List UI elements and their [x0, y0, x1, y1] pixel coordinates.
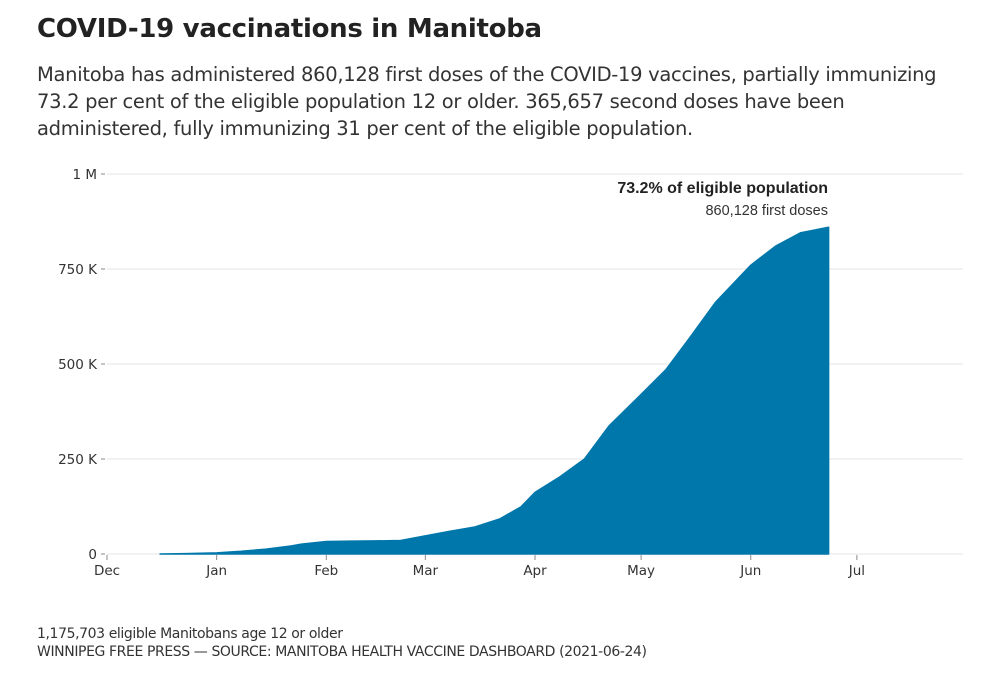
y-axis: 0 250 K 500 K 750 K 1 M — [58, 167, 105, 563]
x-tick-label: Jun — [739, 563, 761, 579]
x-tick-label: Jul — [848, 563, 865, 579]
footer-source: WINNIPEG FREE PRESS — SOURCE: MANITOBA H… — [37, 644, 647, 660]
x-tick-label: Mar — [413, 563, 439, 579]
footer-note: 1,175,703 eligible Manitobans age 12 or … — [37, 626, 343, 642]
chart-subtitle: Manitoba has administered 860,128 first … — [37, 63, 937, 140]
y-tick-label: 250 K — [58, 452, 98, 468]
x-tick-label: Jan — [205, 563, 227, 579]
x-axis: Dec Jan Feb Mar Apr May Jun Jul — [94, 555, 865, 579]
first-doses-area — [159, 226, 830, 555]
annotation-subtitle: 860,128 first doses — [705, 203, 828, 219]
y-tick-label: 500 K — [58, 357, 98, 373]
x-tick-label: Feb — [314, 563, 338, 579]
x-tick-label: Dec — [94, 563, 120, 579]
chart-title: COVID-19 vaccinations in Manitoba — [37, 14, 542, 44]
x-tick-label: Apr — [523, 563, 547, 579]
y-tick-label: 1 M — [72, 167, 97, 183]
y-tick-label: 0 — [88, 547, 97, 563]
x-tick-label: May — [627, 563, 655, 579]
y-tick-label: 750 K — [58, 262, 98, 278]
annotation-title: 73.2% of eligible population — [617, 180, 828, 197]
